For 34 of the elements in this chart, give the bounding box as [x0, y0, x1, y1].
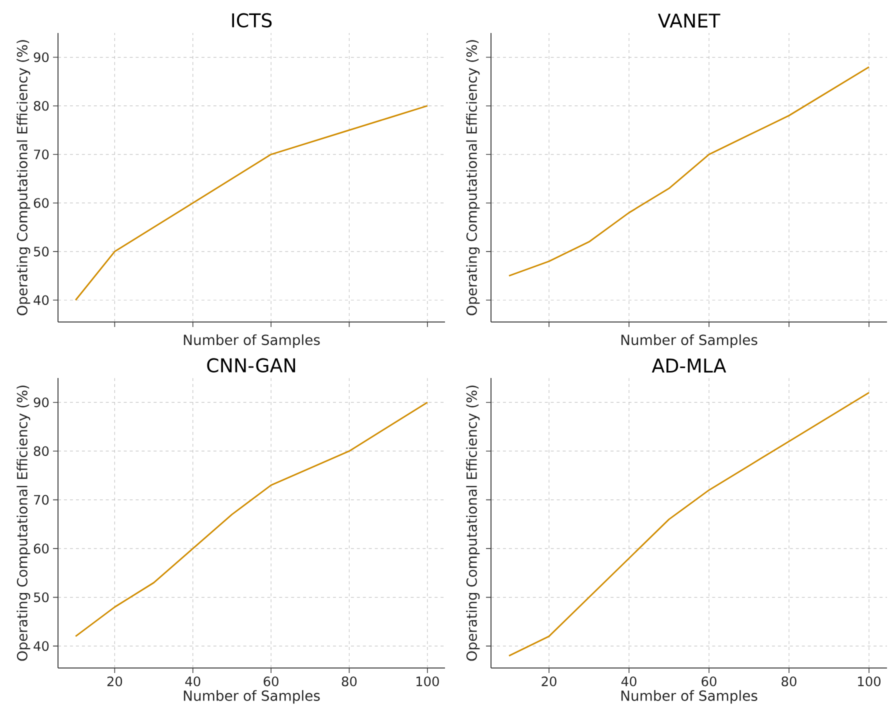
x-axis-title: Number of Samples — [184, 690, 320, 704]
x-tick-label: 40 — [621, 676, 636, 686]
x-tick-label: 60 — [264, 676, 278, 686]
x-tick-label: 20 — [107, 676, 122, 686]
y-axis-title: Operating Computational Efficiency (%) — [466, 386, 480, 661]
y-tick-label: 60 — [34, 544, 49, 554]
y-tick-label: 50 — [34, 246, 49, 256]
y-tick-label: 70 — [34, 150, 49, 160]
x-tick-label: 60 — [702, 676, 716, 686]
x-tick-label: 100 — [416, 676, 439, 686]
chart-title: VANET — [658, 14, 720, 28]
x-tick-label: 80 — [782, 676, 796, 686]
chart-title: AD-MLA — [652, 358, 726, 372]
y-tick-label: 50 — [34, 592, 49, 602]
chart-title: CNN-GAN — [207, 358, 296, 372]
chart-title: ICTS — [232, 13, 272, 28]
x-tick-label: 40 — [185, 676, 200, 686]
y-tick-label: 90 — [34, 52, 49, 62]
x-tick-label: 20 — [542, 676, 556, 686]
x-tick-label: 80 — [342, 676, 357, 686]
x-axis-title: Number of Samples — [621, 334, 758, 348]
y-axis-title: Operating Computational Efficiency (%) — [16, 386, 30, 661]
y-tick-label: 40 — [34, 641, 49, 651]
y-tick-label: 80 — [34, 446, 49, 456]
x-tick-label: 100 — [858, 676, 880, 686]
y-tick-label: 40 — [34, 295, 49, 306]
x-axis-title: Number of Samples — [184, 334, 320, 348]
y-axis-title: Operating Computational Efficiency (%) — [16, 40, 30, 316]
y-tick-label: 90 — [34, 397, 49, 408]
y-tick-label: 70 — [34, 494, 49, 505]
y-tick-label: 60 — [34, 198, 49, 208]
y-axis-title: Operating Computational Efficiency (%) — [466, 40, 480, 316]
x-axis-title: Number of Samples — [621, 690, 758, 704]
y-tick-label: 80 — [34, 100, 49, 111]
